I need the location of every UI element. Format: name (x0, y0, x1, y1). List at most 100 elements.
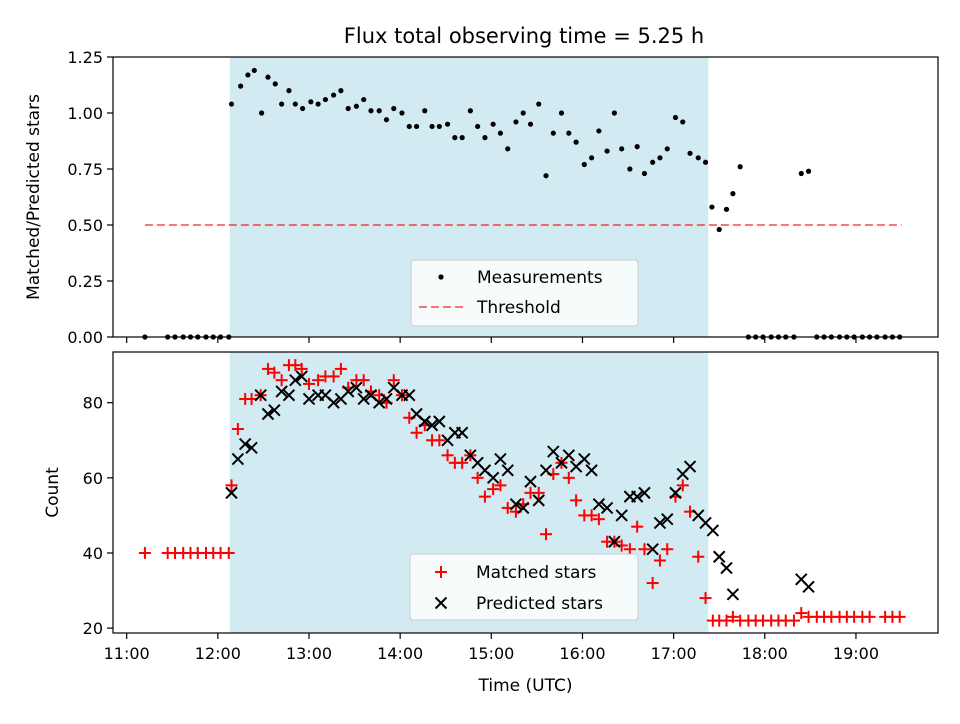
legend-predicted-label: Predicted stars (476, 594, 603, 614)
measurement-point (475, 123, 481, 130)
matched-star-point (222, 546, 235, 559)
matched-star-point (334, 362, 347, 375)
predicted-star-point (646, 543, 659, 556)
cross-stroke (410, 407, 423, 421)
measurement-point (687, 150, 693, 156)
cross-stroke (720, 561, 733, 575)
time-x-axis-label: Time (UTC) (478, 676, 573, 696)
cross-stroke (341, 385, 355, 398)
measurement-point (452, 135, 458, 141)
cross-stroke (418, 415, 431, 428)
cross-stroke (372, 396, 386, 409)
predicted-star-point (245, 441, 258, 455)
cross-stroke (357, 392, 370, 406)
cross-stroke (268, 404, 281, 417)
cross-stroke (231, 452, 245, 466)
measurement-point (611, 110, 617, 116)
predicted-star-point (238, 437, 252, 451)
chart-title: Flux total observing time = 5.25 h (344, 24, 704, 48)
matched-star-point (410, 426, 423, 439)
time-x-axis: 11:00 12:00 13:00 14:00 15:00 16:00 17:00 18:00… (104, 633, 879, 663)
matched-star-point (676, 479, 689, 492)
predicted-star-point (706, 524, 720, 537)
measurement-point (805, 168, 812, 174)
matched-star-point (289, 359, 302, 372)
measurement-point (581, 161, 587, 168)
cross-stroke (471, 456, 484, 470)
predicted-star-point (295, 370, 308, 383)
y-tick-label: 0.25 (67, 272, 103, 291)
cross-stroke (238, 437, 252, 451)
count-y-axis: 20 40 60 80 (83, 394, 113, 638)
measurement-point (265, 74, 271, 80)
y-tick-label: 1.00 (67, 104, 103, 123)
measurement-point (543, 173, 549, 179)
predicted-star-point (425, 419, 439, 432)
count-legend: Matched stars Predicted stars (409, 553, 639, 621)
predicted-star-point (282, 388, 296, 402)
x-tick-label: 16:00 (559, 644, 605, 663)
measurement-point (737, 164, 743, 170)
predicted-star-point (268, 404, 281, 417)
measurement-point (709, 204, 715, 210)
cross-stroke (261, 407, 275, 421)
legend-matched-marker (435, 566, 447, 578)
measurement-point (505, 146, 511, 152)
predicted-star-point (615, 509, 628, 522)
cross-stroke (350, 381, 363, 394)
cross-stroke (661, 512, 674, 526)
cross-stroke (478, 464, 492, 477)
predicted-star-point (578, 452, 591, 466)
matched-star-point (631, 520, 644, 533)
matched-star-point (787, 614, 800, 627)
measurement-point (251, 67, 257, 74)
predicted-star-point (608, 535, 621, 548)
measurement-point (322, 96, 329, 103)
x-tick-label: 18:00 (742, 644, 788, 663)
measurement-point (536, 101, 542, 107)
measurement-point (513, 119, 519, 125)
measurement-point (482, 135, 488, 141)
measurement-point (723, 206, 730, 212)
matched-star-point (562, 471, 575, 484)
ratio-legend: Measurements Threshold (410, 259, 639, 327)
matched-star-point (295, 362, 308, 375)
predicted-star-point (720, 561, 733, 575)
cross-stroke (802, 580, 815, 593)
measurement-point (664, 146, 670, 152)
predicted-star-point (254, 388, 267, 402)
x-tick-label: 11:00 (104, 644, 150, 663)
matched-star-point (661, 543, 674, 556)
measurement-point (279, 101, 285, 107)
cross-stroke (327, 396, 340, 409)
predicted-star-point (486, 471, 500, 485)
cross-stroke (302, 392, 316, 406)
matched-star-point (720, 614, 733, 627)
legend-measurement-marker (438, 274, 444, 280)
matched-star-point (638, 543, 651, 556)
cross-stroke (653, 516, 667, 530)
predicted-star-point (638, 486, 651, 500)
cross-stroke (364, 388, 378, 402)
cross-stroke (547, 445, 560, 458)
measurement-point (376, 108, 382, 114)
cross-stroke (403, 388, 416, 402)
measurement-point (716, 226, 722, 233)
matched-star-point (893, 610, 906, 623)
y-tick-label: 0.50 (67, 216, 103, 235)
cross-stroke (245, 441, 258, 455)
cross-stroke (585, 464, 598, 477)
matched-star-point (795, 607, 808, 620)
cross-stroke (486, 471, 500, 485)
x-tick-label: 15:00 (468, 644, 514, 663)
x-tick-label: 17:00 (651, 644, 697, 663)
measurement-point (338, 88, 344, 94)
measurement-point (558, 110, 565, 116)
cross-stroke (289, 373, 302, 387)
matched-star-point (357, 374, 370, 387)
matched-star-point (726, 610, 739, 623)
measurement-point (566, 130, 572, 136)
cross-stroke (726, 588, 740, 601)
